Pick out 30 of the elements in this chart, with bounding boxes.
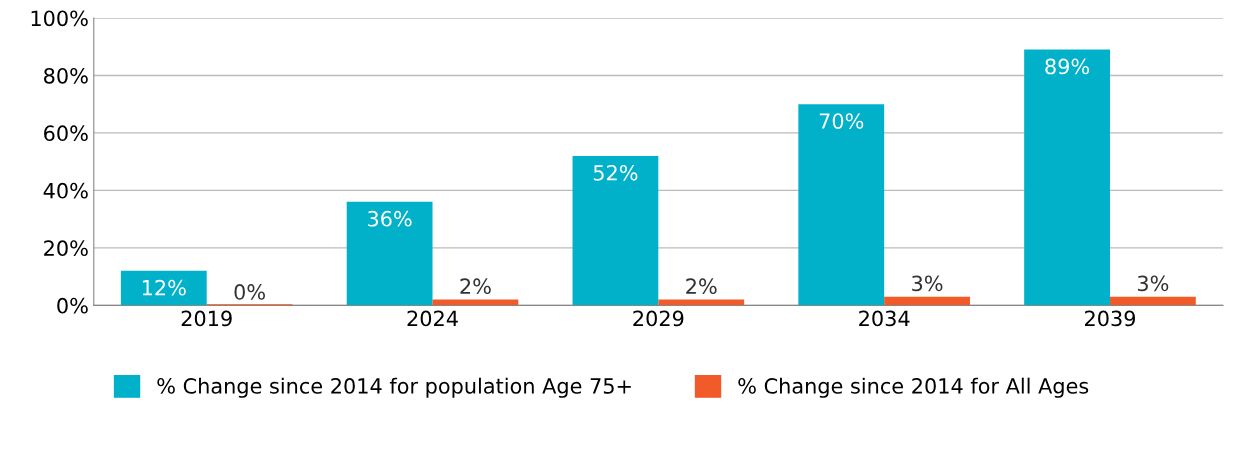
data-label: 70% [819, 113, 864, 129]
x-tick-label: 2034 [859, 310, 910, 327]
data-label: 3% [912, 275, 943, 292]
y-tick-label: 0% [57, 297, 88, 314]
bar [884, 296, 970, 306]
legend-label: % Change since 2014 for All Ages [738, 377, 1089, 398]
y-tick-label: 20% [44, 240, 88, 257]
x-tick-label: 2029 [633, 310, 684, 327]
bar [346, 201, 433, 306]
legend-label: % Change since 2014 for population Age 75+ [157, 377, 631, 398]
bar [572, 155, 659, 306]
data-label: 3% [1137, 275, 1169, 292]
data-label: 52% [593, 164, 638, 181]
bar [798, 104, 885, 306]
data-label: 89% [1045, 58, 1090, 75]
bar [1109, 296, 1196, 306]
x-tick-label: 2024 [407, 310, 458, 327]
data-label: 0% [234, 284, 265, 300]
y-tick-label: 40% [43, 182, 88, 199]
data-label: 12% [142, 279, 186, 296]
x-tick-label: 2039 [1085, 310, 1136, 327]
y-tick-label: 100% [31, 10, 88, 27]
bar [1024, 49, 1110, 306]
bar [120, 270, 207, 306]
y-tick-label: 60% [44, 125, 88, 142]
data-label: 2% [686, 278, 717, 295]
y-tick-label: 80% [44, 67, 88, 84]
data-label: 2% [460, 278, 491, 295]
data-label: 36% [368, 210, 412, 227]
x-tick-label: 2019 [181, 310, 232, 327]
